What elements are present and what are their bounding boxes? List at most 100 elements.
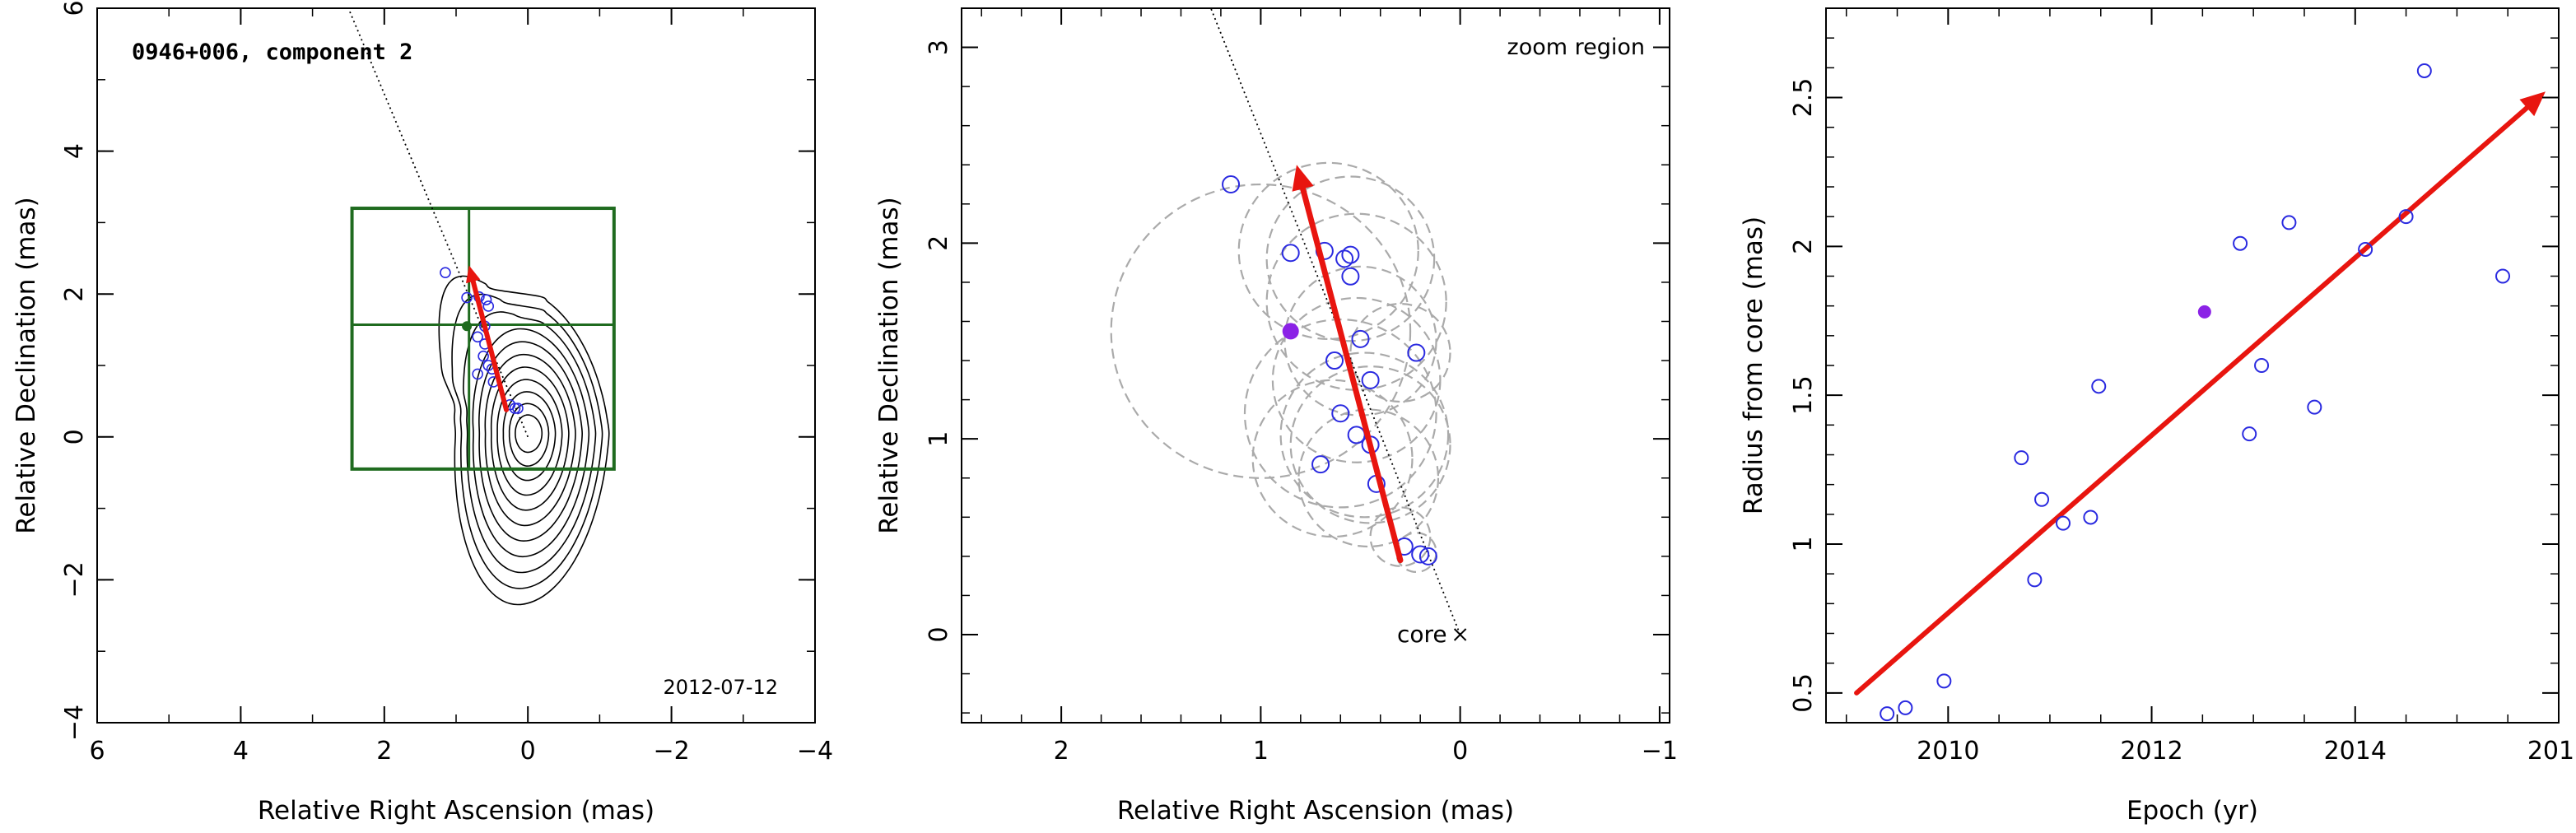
- data-point: [472, 331, 483, 343]
- motion-arrow-shaft: [1854, 105, 2530, 696]
- highlight-point: [2197, 305, 2211, 319]
- y-tick-label: 0: [925, 626, 953, 642]
- y-tick-label: −2: [60, 561, 89, 598]
- error-circle: [1251, 379, 1414, 538]
- data-point: [1281, 244, 1300, 263]
- core-label: core: [1397, 621, 1447, 648]
- x-tick-label: 4: [233, 737, 249, 766]
- panel-right-ylabel: Radius from core (mas): [1739, 216, 1768, 514]
- data-point: [1325, 351, 1344, 370]
- contour-line: [502, 391, 557, 482]
- panel-left: 0946+006, component 2 2012-07-12 Relativ…: [12, 0, 833, 826]
- x-tick-label: −1: [1642, 737, 1678, 766]
- data-point: [482, 300, 495, 312]
- x-tick-label: 0: [520, 737, 536, 766]
- contour-line: [438, 275, 610, 606]
- data-point: [1361, 370, 1380, 389]
- contour-line: [490, 366, 570, 511]
- data-point: [1331, 404, 1350, 423]
- data-point: [512, 403, 524, 414]
- y-tick-label: 0.5: [1789, 673, 1818, 713]
- motion-arrow-head: [1292, 165, 1314, 192]
- data-point: [2034, 491, 2050, 507]
- y-tick-label: 2: [925, 235, 953, 251]
- error-circle: [1349, 302, 1451, 403]
- contour-line: [496, 379, 563, 496]
- x-tick-label: −4: [797, 737, 833, 766]
- data-point: [2281, 215, 2297, 230]
- x-tick-label: 1: [1253, 737, 1269, 766]
- panel-left-xlabel: Relative Right Ascension (mas): [258, 796, 654, 826]
- contour-line: [463, 311, 597, 574]
- error-circle: [1369, 506, 1432, 567]
- y-tick-label: 4: [60, 143, 89, 159]
- contour-line: [508, 403, 550, 468]
- data-point: [1222, 175, 1241, 194]
- panel-middle-ylabel: Relative Declination (mas): [874, 197, 904, 534]
- plot-frame: [961, 7, 1670, 724]
- contour-line: [484, 353, 576, 527]
- data-point: [2398, 209, 2414, 225]
- panel-middle: zoom region Relative Right Ascension (ma…: [874, 7, 1678, 826]
- data-point: [472, 368, 483, 380]
- error-circle: [1243, 319, 1437, 509]
- contour-line: [472, 328, 590, 558]
- panel-middle-xlabel: Relative Right Ascension (mas): [1117, 796, 1514, 826]
- y-tick-label: 6: [60, 0, 89, 16]
- contour-line: [478, 341, 584, 542]
- data-point: [1351, 329, 1370, 348]
- x-tick-label: −2: [653, 737, 689, 766]
- data-point: [2014, 450, 2029, 466]
- data-point: [1898, 700, 1913, 715]
- data-point: [2027, 572, 2043, 588]
- data-point: [2495, 268, 2511, 284]
- motion-arrow-shaft: [1300, 185, 1404, 564]
- x-tick-label: 2014: [2324, 737, 2387, 766]
- error-circle: [1297, 408, 1440, 548]
- data-point: [2091, 379, 2107, 394]
- error-circle: [1110, 183, 1412, 479]
- plot-frame: [96, 7, 816, 724]
- y-tick-label: 2.5: [1789, 78, 1818, 118]
- data-point: [1335, 249, 1354, 268]
- y-tick-label: −4: [60, 705, 89, 741]
- data-point: [1418, 547, 1437, 565]
- data-point: [461, 291, 473, 304]
- panel-left-ylabel: Relative Declination (mas): [12, 197, 41, 534]
- motion-arrow-head: [2519, 91, 2546, 117]
- panel-middle-title: zoom region: [1507, 35, 1645, 60]
- x-tick-label: 0: [1452, 737, 1468, 766]
- contour-line: [451, 293, 603, 589]
- motion-arrow-shaft: [470, 278, 510, 412]
- y-tick-label: 1: [1789, 536, 1818, 551]
- data-point: [1880, 706, 1895, 722]
- plot-area: [347, 8, 616, 606]
- y-tick-label: 0: [60, 429, 89, 444]
- trend-line: [347, 8, 529, 438]
- error-circle: [1283, 265, 1437, 416]
- data-point: [2233, 235, 2248, 251]
- panel-right: Epoch (yr) Radius from core (mas) 2010 20…: [1739, 7, 2576, 826]
- data-point: [2358, 241, 2373, 257]
- y-tick-label: 2: [1789, 239, 1818, 254]
- y-tick-label: 1: [925, 431, 953, 447]
- x-tick-label: 2010: [1917, 737, 1979, 766]
- data-point: [477, 350, 489, 362]
- plot-area: [1854, 63, 2546, 722]
- data-point: [1347, 426, 1366, 444]
- error-circle: [1237, 161, 1419, 340]
- x-tick-label: 2012: [2120, 737, 2182, 766]
- panel-left-title: 0946+006, component 2: [132, 40, 412, 65]
- data-point: [2416, 63, 2432, 78]
- x-tick-label: 2: [376, 737, 392, 766]
- error-circle: [1265, 175, 1436, 342]
- x-tick-label: 2016: [2527, 737, 2576, 766]
- data-point: [2254, 358, 2270, 373]
- panel-right-xlabel: Epoch (yr): [2126, 796, 2258, 826]
- highlight-point: [1282, 323, 1299, 340]
- data-point: [509, 403, 521, 414]
- data-point: [2242, 426, 2257, 442]
- motion-arrow-head: [465, 265, 481, 284]
- data-point: [440, 267, 451, 278]
